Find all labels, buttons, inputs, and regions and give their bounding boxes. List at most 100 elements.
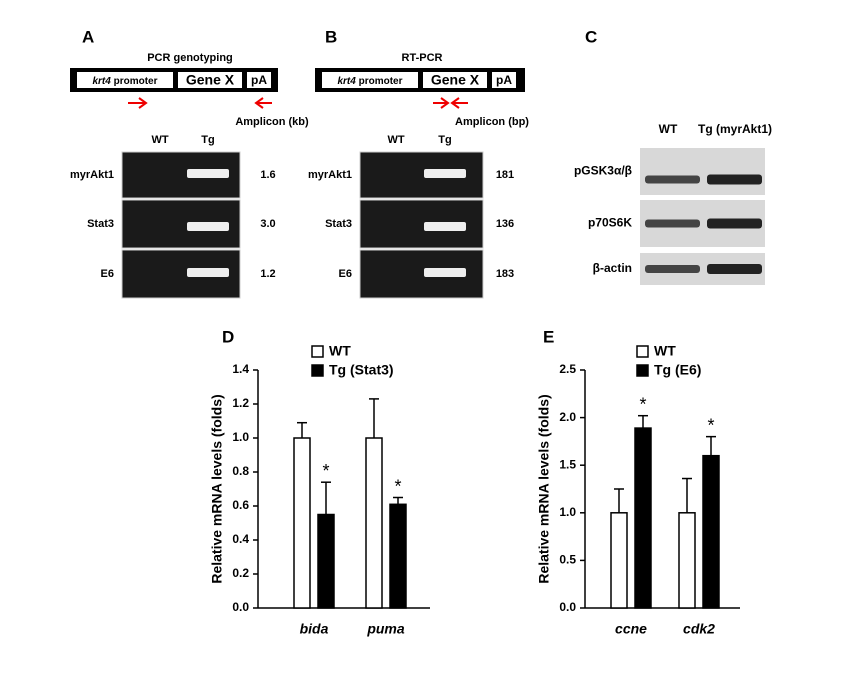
significance-marker: * (707, 415, 714, 435)
bar (634, 427, 652, 609)
polya-label: pA (496, 73, 512, 87)
legend-swatch (311, 364, 324, 377)
row-label: E6 (339, 268, 352, 280)
y-tick-label: 1.5 (559, 457, 576, 471)
polya-label: pA (251, 73, 267, 87)
significance-marker: * (322, 461, 329, 481)
panel-title: PCR genotyping (147, 52, 233, 64)
lane-label: Tg (myrAkt1) (698, 122, 772, 136)
blot-band (645, 175, 700, 184)
y-tick-label: 0.4 (232, 532, 249, 546)
y-tick-label: 1.0 (559, 505, 576, 519)
bar (678, 512, 696, 609)
promoter-gene: krt4 (337, 76, 356, 87)
gene-box (178, 72, 242, 88)
legend-label: Tg (E6) (654, 362, 701, 378)
row-label: E6 (101, 268, 114, 280)
gene-label: Gene X (431, 72, 480, 88)
promoter-gene: krt4 (92, 76, 111, 87)
primer-arrow-head (138, 97, 148, 109)
primer-arrow-head (450, 97, 460, 109)
gel-band (424, 222, 466, 231)
legend-swatch (636, 345, 649, 358)
amplicon-size: 136 (496, 218, 514, 230)
y-tick-label: 1.0 (232, 430, 249, 444)
legend-label: Tg (Stat3) (329, 362, 394, 378)
gene-label: Gene X (186, 72, 235, 88)
bar (317, 513, 335, 609)
panel-label: B (325, 27, 337, 46)
bar (610, 512, 628, 609)
x-tick-label: puma (366, 621, 405, 637)
lane-label: Tg (438, 134, 451, 146)
legend-swatch (636, 364, 649, 377)
y-tick-label: 2.0 (559, 410, 576, 424)
significance-marker: * (394, 476, 401, 496)
gel-band (424, 268, 466, 277)
y-tick-label: 1.4 (232, 362, 249, 376)
y-tick-label: 0.0 (232, 600, 249, 614)
panel-label: E (543, 327, 554, 346)
blot-band (645, 219, 700, 228)
row-label: Stat3 (325, 218, 352, 230)
y-tick-label: 0.0 (559, 600, 576, 614)
x-tick-label: cdk2 (683, 621, 715, 637)
amplicon-label: Amplicon (bp) (455, 116, 529, 128)
gel-band (187, 222, 229, 231)
row-label: β-actin (593, 261, 632, 275)
primer-arrow-head (440, 97, 450, 109)
row-label: p70S6K (588, 216, 632, 230)
row-label: pGSK3α/β (574, 164, 632, 178)
amplicon-size: 1.6 (260, 169, 275, 181)
promoter-word: promoter (359, 76, 403, 87)
y-axis-label: Relative mRNA levels (folds) (536, 394, 552, 583)
promoter-label: krt4 promoter (92, 76, 157, 87)
gel-band (424, 169, 466, 178)
y-axis-label: Relative mRNA levels (folds) (209, 394, 225, 583)
legend-swatch (311, 345, 324, 358)
bar (365, 437, 383, 609)
promoter-box (77, 72, 173, 88)
lane-label: Tg (201, 134, 214, 146)
amplicon-size: 3.0 (260, 218, 275, 230)
legend-label: WT (329, 343, 351, 359)
lane-label: WT (659, 122, 678, 136)
y-tick-label: 1.2 (232, 396, 249, 410)
amplicon-label: Amplicon (kb) (235, 116, 309, 128)
gel-band (187, 169, 229, 178)
panel-label: C (585, 27, 597, 46)
gel-band (187, 268, 229, 277)
legend-label: WT (654, 343, 676, 359)
promoter-box (322, 72, 418, 88)
row-label: Stat3 (87, 218, 114, 230)
panel-label: D (222, 327, 234, 346)
blot-image (640, 148, 765, 195)
blot-band (645, 265, 700, 273)
promoter-label: krt4 promoter (337, 76, 402, 87)
y-tick-label: 0.2 (232, 566, 249, 580)
y-tick-label: 0.5 (559, 553, 576, 567)
y-tick-label: 0.6 (232, 498, 249, 512)
row-label: myrAkt1 (70, 169, 114, 181)
panel-label: A (82, 27, 94, 46)
promoter-word: promoter (114, 76, 158, 87)
bar (389, 503, 407, 609)
lane-label: WT (387, 134, 404, 146)
primer-arrow-head (254, 97, 264, 109)
x-tick-label: bida (300, 621, 329, 637)
amplicon-size: 183 (496, 268, 514, 280)
blot-band (707, 174, 762, 185)
panel-title: RT-PCR (402, 52, 443, 64)
polya-box (247, 72, 271, 88)
row-label: myrAkt1 (308, 169, 352, 181)
polya-box (492, 72, 516, 88)
significance-marker: * (639, 394, 646, 414)
lane-label: WT (151, 134, 168, 146)
gene-box (423, 72, 487, 88)
y-tick-label: 0.8 (232, 464, 249, 478)
blot-band (707, 264, 762, 274)
y-tick-label: 2.5 (559, 362, 576, 376)
amplicon-size: 181 (496, 169, 514, 181)
x-tick-label: ccne (615, 621, 647, 637)
